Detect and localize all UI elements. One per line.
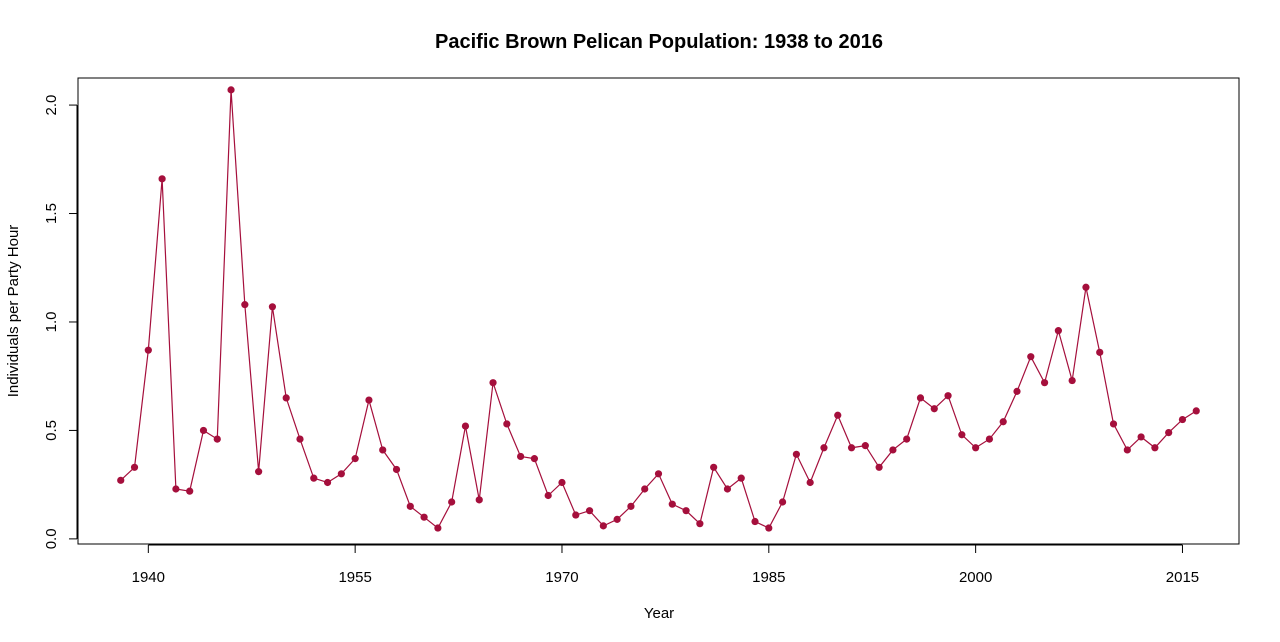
data-point bbox=[186, 487, 194, 495]
data-point bbox=[903, 435, 911, 443]
data-point bbox=[158, 175, 166, 183]
data-point bbox=[1192, 407, 1200, 415]
chart-title: Pacific Brown Pelican Population: 1938 t… bbox=[435, 31, 883, 53]
data-point bbox=[751, 517, 759, 526]
data-point bbox=[834, 411, 842, 419]
data-point bbox=[861, 442, 869, 450]
data-point bbox=[572, 511, 580, 519]
data-point bbox=[972, 444, 980, 452]
data-point bbox=[448, 498, 456, 506]
data-point bbox=[337, 470, 345, 478]
data-point bbox=[944, 392, 952, 400]
data-point bbox=[1027, 353, 1035, 361]
series-layer bbox=[117, 86, 1200, 532]
x-axis: 1940 1955 1970 1985 2000 2015 bbox=[132, 544, 1199, 586]
data-point bbox=[1123, 446, 1131, 454]
data-point bbox=[296, 435, 304, 443]
data-point bbox=[117, 476, 125, 484]
data-point bbox=[310, 474, 318, 482]
data-point bbox=[778, 498, 787, 506]
data-point bbox=[1096, 348, 1104, 356]
data-point bbox=[199, 426, 208, 435]
y-axis: 0.0 0.5 1.0 1.5 2.0 bbox=[43, 95, 78, 549]
data-point bbox=[999, 418, 1007, 426]
y-tick-label: 1.0 bbox=[43, 312, 60, 333]
x-axis-label: Year bbox=[644, 605, 674, 622]
data-point bbox=[765, 524, 773, 532]
data-point bbox=[379, 446, 387, 454]
data-point bbox=[392, 465, 401, 474]
data-point bbox=[930, 405, 938, 413]
y-tick-label: 0.0 bbox=[43, 528, 60, 549]
data-point bbox=[1165, 428, 1173, 437]
data-point bbox=[737, 474, 745, 482]
data-point bbox=[530, 455, 539, 463]
data-point bbox=[627, 502, 635, 510]
data-point bbox=[1054, 327, 1062, 335]
data-point bbox=[1137, 433, 1145, 441]
data-point bbox=[1082, 283, 1090, 291]
data-point bbox=[985, 435, 994, 443]
data-point bbox=[503, 420, 511, 428]
data-point bbox=[227, 86, 235, 94]
data-point bbox=[1151, 444, 1159, 452]
data-point bbox=[847, 444, 856, 452]
data-point bbox=[544, 491, 552, 500]
data-point bbox=[268, 303, 277, 311]
data-point bbox=[434, 524, 442, 532]
data-point bbox=[144, 346, 152, 354]
data-point bbox=[461, 422, 470, 430]
data-point bbox=[696, 520, 704, 528]
data-point bbox=[792, 450, 800, 458]
y-tick-label: 0.5 bbox=[43, 420, 60, 441]
x-tick-label: 1985 bbox=[752, 569, 785, 586]
data-point bbox=[489, 379, 497, 387]
x-tick-label: 1970 bbox=[545, 569, 578, 586]
data-point bbox=[682, 507, 690, 515]
data-point bbox=[1068, 376, 1076, 385]
data-point bbox=[1178, 415, 1187, 424]
data-point bbox=[323, 478, 332, 487]
data-point bbox=[365, 396, 373, 404]
data-point bbox=[641, 485, 649, 493]
data-point bbox=[255, 468, 263, 476]
data-point bbox=[613, 515, 621, 523]
x-tick-label: 1955 bbox=[338, 569, 371, 586]
data-point bbox=[1040, 379, 1049, 387]
data-point bbox=[1109, 420, 1118, 428]
data-point bbox=[806, 478, 814, 487]
data-point bbox=[420, 513, 428, 521]
series-line bbox=[120, 89, 1197, 529]
data-point bbox=[351, 455, 359, 463]
data-point bbox=[282, 394, 290, 402]
x-tick-label: 2015 bbox=[1166, 569, 1199, 586]
data-point bbox=[654, 470, 663, 478]
data-point bbox=[172, 485, 180, 493]
data-point bbox=[1013, 387, 1021, 395]
y-tick-label: 2.0 bbox=[43, 95, 60, 116]
data-point bbox=[406, 502, 414, 510]
y-axis-label: Individuals per Party Hour bbox=[5, 225, 22, 398]
x-tick-label: 1940 bbox=[132, 569, 165, 586]
data-point bbox=[668, 500, 676, 508]
data-point bbox=[475, 496, 483, 504]
data-point bbox=[958, 431, 966, 439]
data-point bbox=[130, 463, 139, 471]
data-point bbox=[710, 463, 718, 471]
data-point bbox=[820, 444, 828, 452]
data-point bbox=[889, 446, 897, 454]
data-point bbox=[213, 435, 221, 443]
data-point bbox=[241, 301, 249, 309]
data-point bbox=[585, 507, 594, 515]
data-point bbox=[875, 463, 883, 471]
data-point bbox=[517, 452, 525, 461]
plot-frame bbox=[77, 77, 1240, 545]
x-tick-label: 2000 bbox=[959, 569, 992, 586]
data-point bbox=[723, 485, 732, 493]
y-tick-label: 1.5 bbox=[43, 203, 60, 224]
data-point bbox=[916, 394, 925, 402]
data-point bbox=[558, 478, 566, 487]
data-point bbox=[599, 522, 607, 530]
